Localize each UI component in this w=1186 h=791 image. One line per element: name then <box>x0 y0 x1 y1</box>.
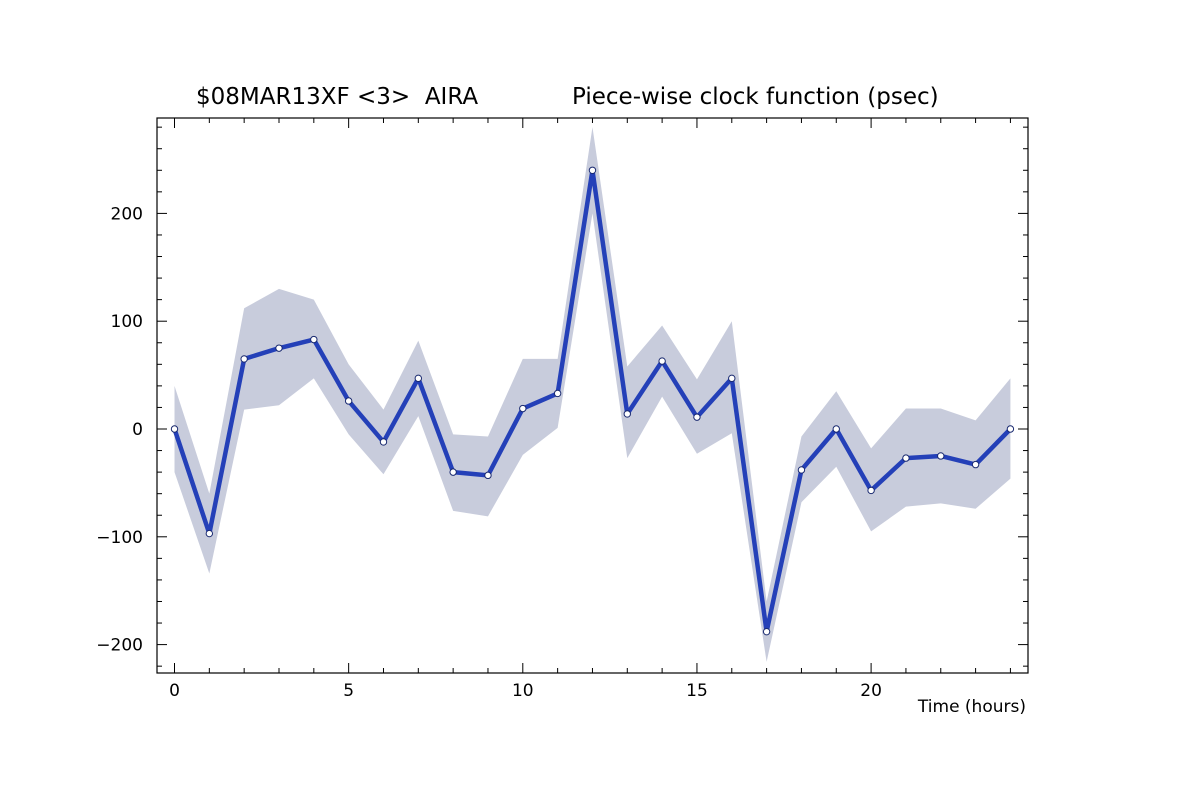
y-tick-label: 200 <box>111 204 143 224</box>
data-point <box>449 468 457 476</box>
error-band <box>174 127 1011 662</box>
x-tick-label: 0 <box>169 681 180 701</box>
x-tick-label: 15 <box>686 681 708 701</box>
experiment-label: $08MAR13XF <3> AIRA <box>196 84 479 110</box>
data-point <box>170 425 179 433</box>
x-axis-label: Time (hours) <box>917 697 1026 717</box>
data-point <box>797 466 806 474</box>
data-point <box>379 438 388 446</box>
y-tick-label: 0 <box>132 420 143 440</box>
data-point <box>693 413 701 421</box>
y-tick-label: −200 <box>96 636 143 656</box>
data-point <box>902 454 910 462</box>
data-point <box>867 486 875 495</box>
data-point <box>310 335 318 344</box>
data-point <box>414 374 423 383</box>
clock-line <box>172 168 1013 634</box>
data-point <box>484 471 492 480</box>
y-tick-label: 100 <box>111 312 143 332</box>
chart-title: Piece-wise clock function (psec) <box>572 84 939 110</box>
x-tick-label: 10 <box>512 681 534 701</box>
data-point <box>762 627 771 636</box>
x-tick-label: 20 <box>860 681 882 701</box>
data-point <box>937 452 945 460</box>
data-point <box>205 529 214 538</box>
data-point <box>344 397 353 405</box>
data-point <box>832 425 840 433</box>
data-point <box>240 355 248 363</box>
data-point <box>519 404 527 413</box>
data-point <box>971 460 980 469</box>
data-point <box>588 166 597 174</box>
data-point <box>658 357 666 365</box>
x-tick-label: 5 <box>343 681 354 701</box>
data-point <box>553 389 562 398</box>
data-point <box>1006 425 1015 433</box>
data-point <box>275 344 283 352</box>
data-point <box>623 410 631 418</box>
y-tick-label: −100 <box>96 528 143 548</box>
data-point <box>728 374 736 383</box>
